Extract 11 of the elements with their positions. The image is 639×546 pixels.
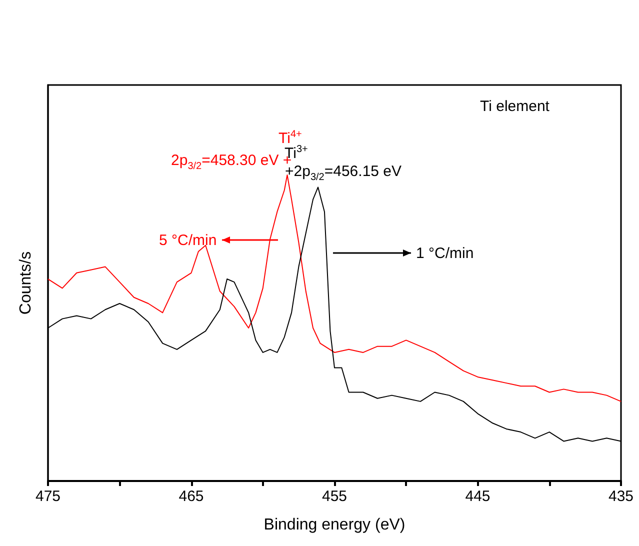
x-axis-title: Binding energy (eV)	[264, 516, 406, 534]
x-tick-label: 435	[608, 488, 634, 505]
text: Ti element	[480, 98, 550, 114]
y-axis-title: Counts/s	[18, 251, 34, 315]
text: Ti$^{4+}$	[278, 128, 302, 146]
series-label: 5 °C/min	[159, 232, 217, 248]
legend-label: 1 °C/min	[416, 244, 474, 262]
x-tick-label: 465	[178, 488, 204, 505]
x-tick-label: 455	[322, 488, 348, 505]
x-tick-label: 475	[35, 488, 61, 505]
x-tick-label: 445	[465, 488, 490, 505]
